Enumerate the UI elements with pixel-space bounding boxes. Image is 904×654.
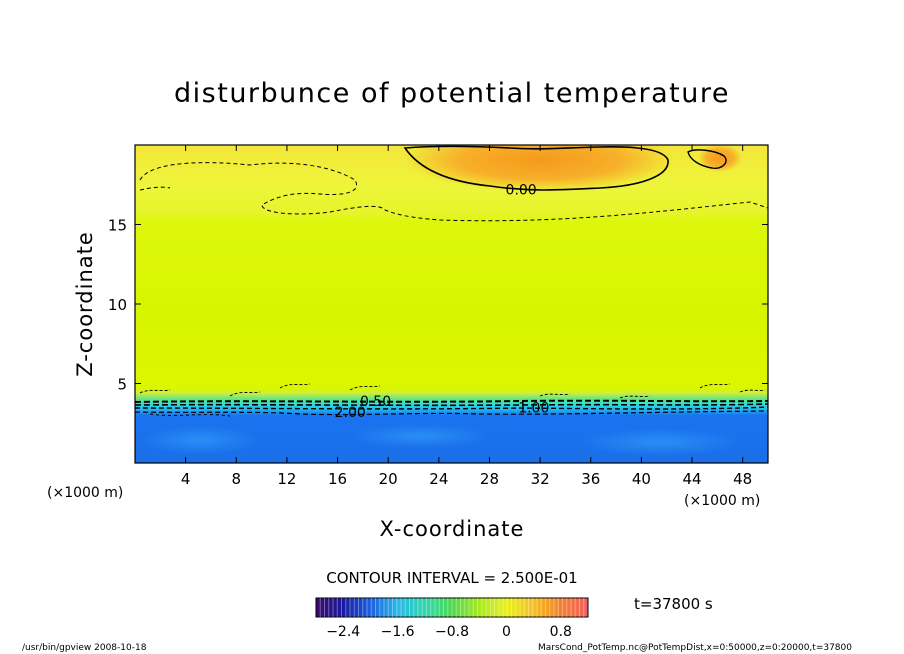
contour-lower-2 — [135, 403, 768, 407]
x-tick-label: 4 — [181, 470, 191, 488]
x-tick-label: 48 — [733, 470, 752, 488]
lower-patch-3 — [580, 428, 740, 456]
x-tick-label: 16 — [328, 470, 347, 488]
x-tick-label: 28 — [480, 470, 499, 488]
colorbar — [315, 597, 589, 618]
colorbar-tick-label: −0.8 — [435, 624, 469, 640]
footer-right: MarsCond_PotTemp.nc@PotTempDist,x=0:5000… — [538, 643, 852, 653]
x-ticks: 4 8 12 16 20 24 28 32 36 40 44 48 — [181, 145, 752, 488]
colorbar-tick-label: −1.6 — [381, 624, 415, 640]
colorbar-tick-label: 0 — [502, 624, 511, 640]
colorbar-tick-label: 0.8 — [550, 624, 572, 640]
contour-lower-3 — [135, 406, 768, 410]
warm-anomaly-small — [698, 145, 742, 172]
contour-lower-4 — [135, 410, 768, 416]
contour-dashed-upper — [139, 162, 768, 222]
y-tick-label: 15 — [108, 217, 127, 235]
x-tick-label: 24 — [429, 470, 448, 488]
contour-wisps — [139, 383, 766, 399]
y-tick-label: 10 — [108, 296, 127, 314]
contour-label: 1.00 — [518, 400, 549, 416]
x-unit-left: (×1000 m) — [47, 485, 123, 501]
x-tick-label: 40 — [632, 470, 651, 488]
contour-label: 0.50 — [360, 394, 391, 410]
x-tick-label: 36 — [581, 470, 600, 488]
x-axis-label: X-coordinate — [380, 517, 525, 541]
plot-area: 0.00 0.502.00 1.00 — [135, 145, 768, 463]
x-tick-label: 8 — [232, 470, 242, 488]
contour-interval: CONTOUR INTERVAL = 2.500E-01 — [326, 569, 577, 587]
colorbar-ticks: −2.4 −1.6 −0.8 0 0.8 — [326, 624, 572, 640]
footer-left: /usr/bin/gpview 2008-10-18 — [22, 643, 147, 653]
colorbar-stripes — [319, 598, 585, 617]
contour-zero-small — [687, 149, 727, 170]
contour-label: 2.00 — [335, 405, 366, 421]
colorbar-tick-label: −2.4 — [326, 624, 360, 640]
x-unit-right: (×1000 m) — [684, 493, 760, 509]
lower-patch-2 — [350, 424, 490, 448]
y-ticks: 5 10 15 — [108, 217, 768, 394]
contour-label: 0.00 — [506, 183, 537, 199]
contour-labels: 0.00 0.502.00 1.00 — [335, 183, 550, 422]
y-tick-label: 5 — [117, 376, 127, 394]
contour-lower-1 — [135, 399, 768, 403]
time-label: t=37800 s — [634, 595, 713, 613]
y-axis-label: Z-coordinate — [73, 231, 97, 377]
x-tick-label: 20 — [379, 470, 398, 488]
contour-zero — [403, 145, 669, 191]
x-tick-label: 44 — [682, 470, 701, 488]
chart-title: disturbunce of potential temperature — [174, 78, 730, 109]
lower-patch-1 — [140, 426, 260, 454]
field-background — [135, 145, 768, 463]
warm-anomaly — [405, 145, 675, 192]
x-tick-label: 12 — [277, 470, 296, 488]
x-tick-label: 32 — [531, 470, 550, 488]
